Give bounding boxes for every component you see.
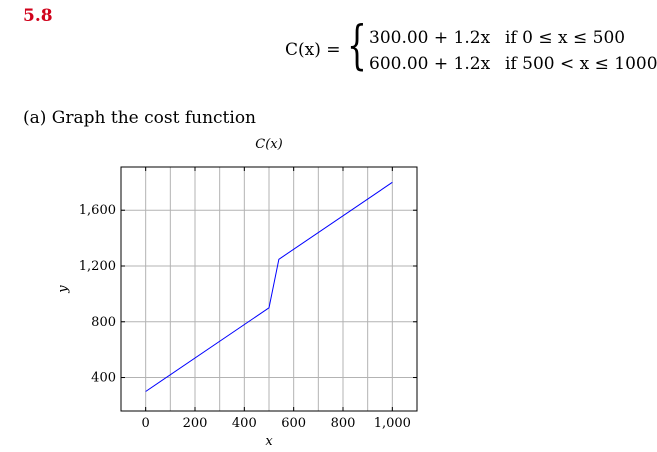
problem-number: 5.8 — [23, 6, 53, 26]
x-tick-label: 200 — [183, 416, 208, 431]
x-tick-label: 400 — [232, 416, 257, 431]
chart-title: C(x) — [255, 137, 282, 152]
y-tick-label: 1,200 — [79, 259, 116, 274]
x-tick-label: 800 — [331, 416, 356, 431]
case-2-expression: 600.00 + 1.2x — [369, 54, 491, 74]
x-tick-label: 0 — [142, 416, 150, 431]
y-axis-label: y — [56, 285, 71, 294]
cost-series-line — [145, 181, 393, 392]
cost-function-equation: C(x) = { 300.00 + 1.2x if 0 ≤ x ≤ 500 60… — [285, 20, 657, 78]
x-tick-label: 1,000 — [374, 416, 411, 431]
part-a-heading: (a) Graph the cost function — [23, 108, 257, 128]
cases-brace: { — [347, 16, 367, 76]
y-tick-label: 1,600 — [79, 203, 116, 218]
y-tick-label: 400 — [91, 371, 116, 386]
case-1-condition: if 0 ≤ x ≤ 500 — [505, 28, 626, 48]
x-tick-label: 600 — [281, 416, 306, 431]
y-tick-label: 800 — [91, 315, 116, 330]
x-axis-label: x — [265, 434, 273, 449]
case-2-condition: if 500 < x ≤ 1000 — [505, 54, 657, 74]
plot-frame — [120, 166, 418, 412]
equation-lhs: C(x) = — [285, 40, 341, 60]
case-1-expression: 300.00 + 1.2x — [369, 28, 491, 48]
